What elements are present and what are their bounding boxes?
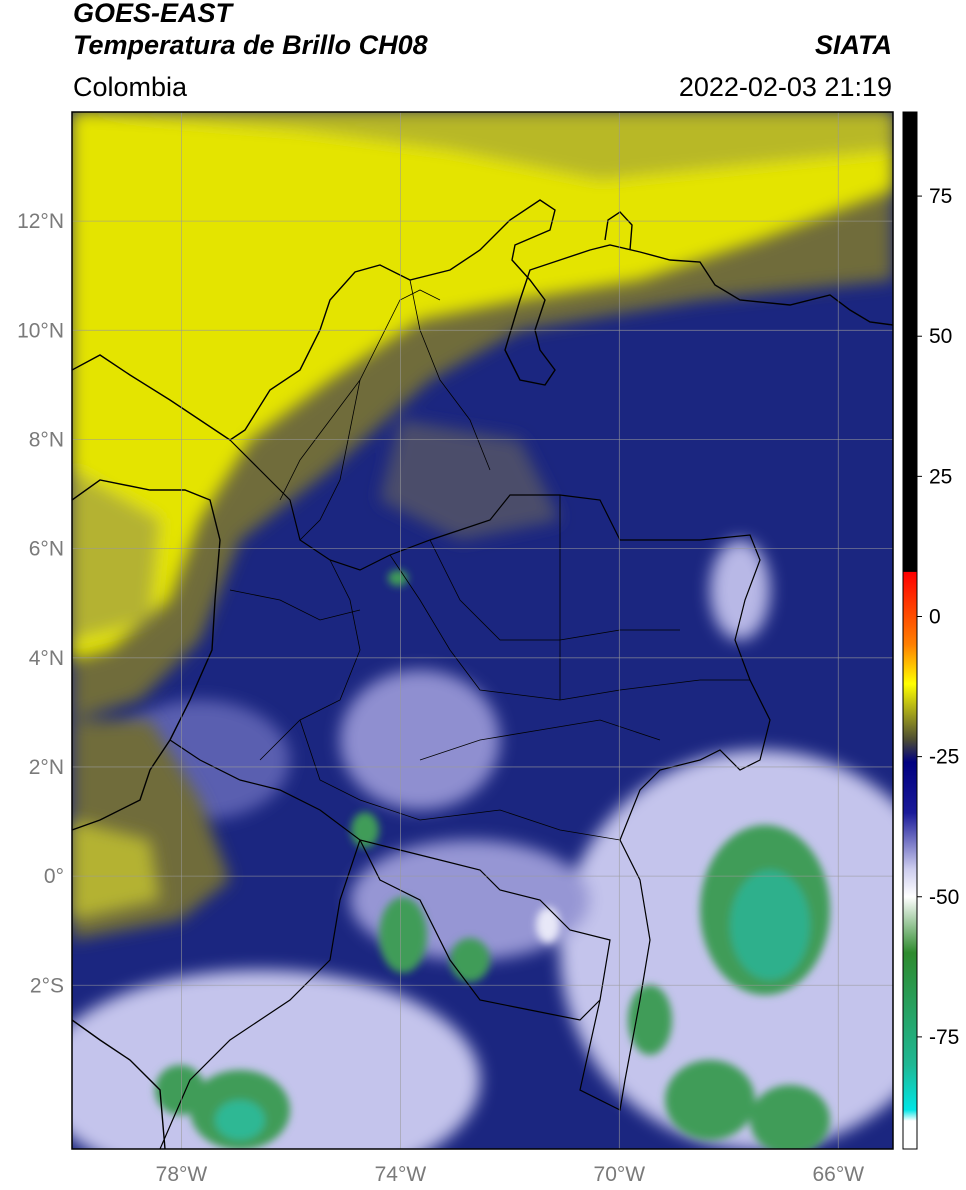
dept-line-8: [409, 279, 491, 471]
colorbar-tick-label: 50: [929, 325, 952, 348]
longitude-tick-label: 70°W: [594, 1163, 646, 1186]
convective-core-4: [351, 812, 379, 848]
convective-core-5: [628, 985, 672, 1055]
convective-core-8-top: [215, 1100, 265, 1140]
colorbar-ticks: 75 50 25 0 -25 -50 -75: [917, 185, 959, 1049]
dept-line-3: [389, 554, 750, 701]
dept-line-5: [419, 719, 661, 761]
region-label: Colombia: [73, 72, 188, 102]
coastlines: [72, 199, 893, 1149]
source-label: SIATA: [815, 30, 892, 60]
latitude-tick-label: 10°N: [17, 319, 64, 342]
latitude-tick-label: 6°N: [29, 538, 64, 561]
colorbar-tick-label: -25: [929, 746, 959, 769]
dry-air-mass-north: [72, 112, 893, 660]
product-title: Temperatura de Brillo CH08: [73, 30, 428, 60]
pacific-coastline: [72, 479, 221, 831]
ecuador-peru-border: [359, 839, 601, 1021]
cloud-patch-center: [340, 670, 500, 810]
map-frame: [71, 111, 894, 1150]
dept-line-2: [259, 559, 361, 761]
colorbar-tick-label: 75: [929, 185, 952, 208]
longitude-tick-label: 74°W: [375, 1163, 427, 1186]
dept-line-10: [229, 589, 361, 621]
latitude-tick-label: 8°N: [29, 428, 64, 451]
colombia-border: [159, 439, 771, 1149]
latitude-tick-label: 0°: [44, 865, 64, 888]
convective-core-7: [750, 1085, 830, 1149]
colorbar-tick-label: 0: [929, 605, 941, 628]
colorbar-tick-label: -50: [929, 886, 959, 909]
datetime-label: 2022-02-03 21:19: [678, 72, 892, 102]
gridlines: [72, 112, 893, 1149]
ecuador-border: [159, 839, 361, 1149]
dept-line-4: [429, 539, 680, 641]
dept-line-7: [279, 379, 361, 501]
cloud-patch-east: [710, 540, 770, 640]
latitude-tick-label: 12°N: [17, 210, 64, 233]
dry-air-pacific-shade: [72, 470, 160, 640]
dry-air-coast-shade: [72, 820, 160, 920]
dry-air-patch-inland: [380, 420, 560, 540]
convective-core-1-top: [730, 870, 810, 980]
colorbar-tick-label: -75: [929, 1026, 959, 1049]
colorbar-tick-label: 25: [929, 465, 952, 488]
latitude-tick-label: 4°N: [29, 647, 64, 670]
latitude-tick-label: 2°S: [30, 974, 64, 997]
cloud-top-white-1: [536, 907, 560, 943]
convective-core-6: [665, 1060, 755, 1140]
peru-coastline: [72, 1019, 166, 1149]
longitude-tick-label: 78°W: [156, 1163, 208, 1186]
colorbar: [902, 111, 918, 1150]
longitude-tick-label: 66°W: [812, 1163, 864, 1186]
department-borders: [229, 279, 750, 841]
caribbean-coastline: [72, 199, 893, 441]
convective-core-3: [450, 938, 490, 982]
satellite-title: GOES-EAST: [73, 0, 233, 28]
latitude-tick-labels: 12°N 10°N 8°N 6°N 4°N 2°N 0° 2°S: [17, 210, 64, 997]
dry-air-upper-shade: [72, 112, 893, 180]
convective-core-2: [379, 897, 427, 973]
paraguana-peninsula: [604, 211, 633, 251]
latitude-tick-label: 2°N: [29, 756, 64, 779]
dept-line-6: [299, 719, 621, 841]
colombia-outline: [169, 439, 771, 1111]
satellite-image: [72, 112, 893, 1149]
longitude-tick-labels: 78°W 74°W 70°W 66°W: [156, 1163, 865, 1186]
